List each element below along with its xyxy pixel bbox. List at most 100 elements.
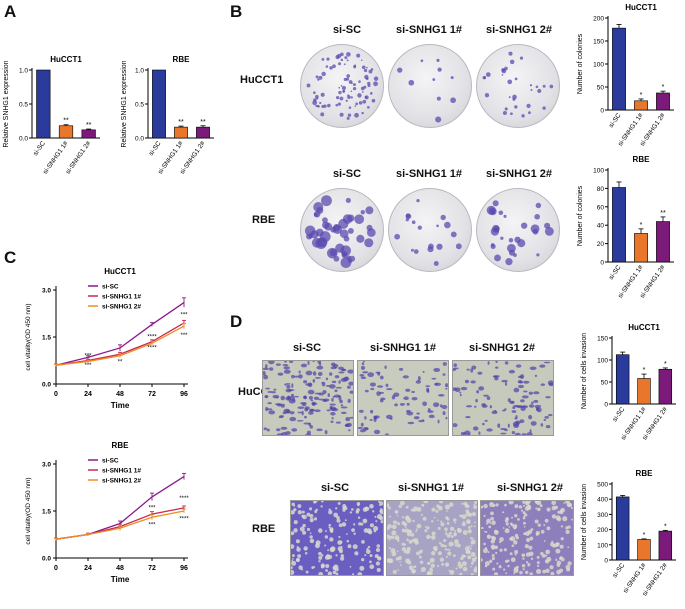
colony-spot <box>343 63 346 66</box>
cell-stain <box>529 366 537 371</box>
cell-stain <box>282 364 289 367</box>
colony-spot <box>355 102 359 106</box>
membrane-pore <box>546 526 551 531</box>
cell-stain <box>545 396 551 399</box>
membrane-pore <box>379 509 383 515</box>
membrane-pore <box>424 529 428 533</box>
significance-marker: ** <box>200 119 206 126</box>
colony-dish-hucct1-si-snhg1-1 <box>388 44 472 128</box>
cell-stain <box>297 406 305 410</box>
y-tick-label: 0 <box>600 260 604 267</box>
colony-spot <box>397 67 403 73</box>
membrane-pore <box>346 533 348 535</box>
membrane-pore <box>387 534 390 539</box>
membrane-pore <box>329 527 334 532</box>
membrane-pore <box>549 565 554 570</box>
colony-spot <box>510 112 513 116</box>
membrane-pore <box>430 550 436 556</box>
cell-stain <box>263 367 269 371</box>
membrane-pore <box>375 561 381 566</box>
membrane-pore <box>365 549 371 555</box>
membrane-pore <box>452 554 456 557</box>
membrane-pore <box>394 509 399 514</box>
colony-spot <box>340 58 344 62</box>
cell-stain <box>309 425 314 429</box>
cell-stain <box>394 403 398 407</box>
cell-stain <box>384 365 387 369</box>
cell-stain <box>406 402 410 406</box>
cell-stain <box>495 366 499 369</box>
colony-spot <box>356 234 365 243</box>
chart-title: HuCCT1 <box>104 267 136 276</box>
membrane-pore <box>470 525 473 527</box>
colony-spot <box>444 221 451 229</box>
cell-stain <box>385 414 393 420</box>
cell-stain <box>285 396 292 401</box>
cell-stain <box>304 415 307 419</box>
y-axis-label: Number of colonies <box>577 185 584 246</box>
cell-stain <box>475 398 478 403</box>
colony-spot <box>321 195 332 207</box>
cell-stain <box>331 380 337 384</box>
cell-stain <box>348 429 351 432</box>
colony-spot <box>521 114 525 118</box>
membrane-pore <box>305 570 309 574</box>
colony-spot <box>542 84 546 88</box>
membrane-pore <box>434 548 438 552</box>
membrane-pore <box>398 504 402 508</box>
colony-spot <box>360 210 365 215</box>
membrane-pore <box>470 539 476 545</box>
membrane-pore <box>422 516 427 521</box>
cell-stain <box>283 366 290 370</box>
membrane-pore <box>291 560 297 566</box>
colony-spot <box>354 214 365 225</box>
category-label: si-SC <box>32 140 47 157</box>
colony-spot <box>336 95 340 100</box>
membrane-pore <box>470 561 474 565</box>
membrane-pore <box>404 526 407 529</box>
membrane-pore <box>375 548 380 553</box>
membrane-pore <box>407 560 412 565</box>
cell-stain <box>445 383 448 388</box>
colony-spot <box>486 205 496 215</box>
colony-spot <box>435 116 442 123</box>
cell-stain <box>512 406 516 410</box>
cell-stain <box>281 432 288 435</box>
membrane-pore <box>369 554 373 558</box>
cell-stain <box>266 428 270 432</box>
y-tick-label: 1.5 <box>42 335 51 342</box>
colony-spot <box>304 225 316 237</box>
membrane-pore <box>400 501 405 506</box>
panel-label-b: B <box>230 2 243 21</box>
cell-stain <box>322 389 327 395</box>
membrane-pore <box>340 554 344 558</box>
cell-stain <box>477 371 483 375</box>
membrane-pore <box>397 569 400 571</box>
membrane-pore <box>435 509 438 512</box>
colony-spot <box>350 96 353 99</box>
cell-stain <box>529 429 532 434</box>
membrane-pore <box>470 545 473 547</box>
cell-stain <box>453 423 458 428</box>
membrane-pore <box>374 515 377 518</box>
membrane-pore <box>486 534 492 539</box>
significance-marker: * <box>664 361 667 368</box>
membrane-pore <box>567 525 571 529</box>
membrane-pore <box>484 561 490 566</box>
bar <box>58 125 74 139</box>
panel-b-col-label-si-snhg1-2-rbe: si-SNHG1 2# <box>485 168 553 180</box>
membrane-pore <box>499 537 504 542</box>
membrane-pore <box>446 522 450 525</box>
membrane-pore <box>463 554 467 558</box>
cell-stain <box>286 384 291 389</box>
cell-stain <box>349 416 353 419</box>
cell-stain <box>494 410 497 413</box>
chart-title: HuCCT1 <box>50 55 82 64</box>
x-tick-label: 48 <box>116 565 124 572</box>
membrane-pore <box>401 528 406 533</box>
cell-stain <box>471 365 477 370</box>
cell-stain <box>291 383 294 388</box>
membrane-pore <box>522 501 526 504</box>
bar <box>615 496 630 561</box>
colony-spot <box>501 74 504 76</box>
